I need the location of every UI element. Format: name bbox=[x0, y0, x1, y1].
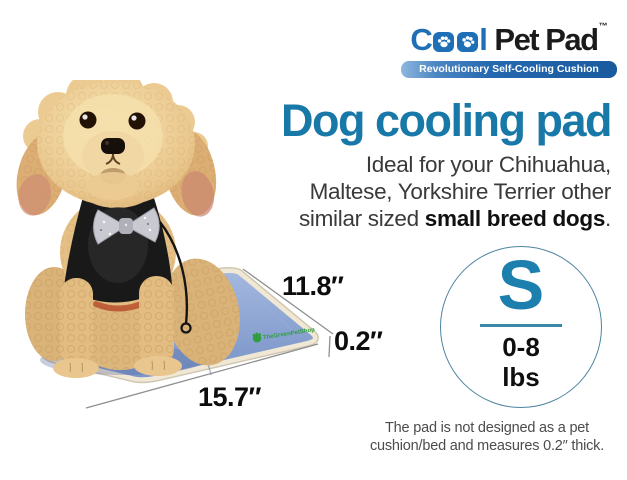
dimension-line-bottom-edge bbox=[85, 343, 319, 409]
bow-tie-icon bbox=[93, 207, 160, 245]
brand-logo: C l Pet Pad ™ Revolutionary Self-Cooling… bbox=[395, 20, 617, 83]
size-letter: S bbox=[497, 246, 545, 324]
dimension-label-bottom-edge: 15.7″ bbox=[198, 382, 261, 412]
size-badge: S 0-8 lbs bbox=[440, 246, 602, 408]
weight-unit: lbs bbox=[502, 361, 540, 392]
description-line: Maltese, Yorkshire Terrier other bbox=[309, 179, 612, 204]
badge-divider bbox=[480, 324, 562, 327]
leash bbox=[159, 221, 189, 325]
page-title: Dog cooling pad bbox=[281, 95, 612, 146]
disclaimer: The pad is not designed as a pet cushion… bbox=[355, 419, 619, 455]
brand-wordmark: C l Pet Pad ™ bbox=[401, 20, 617, 58]
brand-letter-l: l bbox=[479, 21, 488, 57]
description-line: Ideal for your Chihuahua, bbox=[365, 152, 611, 177]
dimension-label-top-edge: 11.8″ bbox=[282, 271, 344, 301]
paw-icon bbox=[433, 32, 455, 52]
dimension-label-thickness: 0.2″ bbox=[334, 326, 383, 356]
dog-nose bbox=[101, 138, 125, 154]
dog bbox=[16, 80, 240, 378]
dimension-lines bbox=[85, 268, 334, 409]
brand-letter-c: C bbox=[410, 21, 432, 57]
product-photo: TheGreenPetShop bbox=[16, 80, 334, 409]
disclaimer-line: cushion/bed and measures 0.2″ thick. bbox=[369, 438, 605, 454]
description-bold: small breed dogs bbox=[424, 206, 606, 231]
weight-range: 0-8 bbox=[502, 331, 540, 362]
dimension-line-top-edge bbox=[242, 268, 334, 335]
disclaimer-line: The pad is not designed as a pet bbox=[385, 420, 589, 436]
description-line: similar sized small breed dogs. bbox=[298, 206, 611, 231]
paw-icon bbox=[457, 32, 479, 52]
product-description: Ideal for your Chihuahua, Maltese, Yorks… bbox=[191, 151, 611, 232]
dog-head bbox=[16, 80, 217, 217]
trademark-symbol: ™ bbox=[598, 21, 608, 31]
brand-name-rest: Pet Pad bbox=[494, 21, 599, 57]
dimension-tick-thickness bbox=[328, 335, 331, 358]
brand-tagline: Revolutionary Self-Cooling Cushion bbox=[395, 59, 617, 83]
